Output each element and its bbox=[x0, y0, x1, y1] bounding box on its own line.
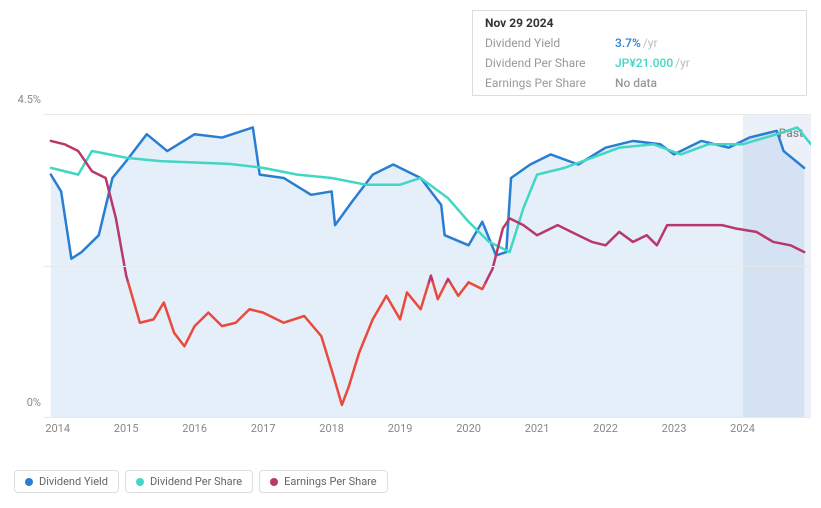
x-axis-label: 2015 bbox=[114, 422, 139, 435]
gridline bbox=[44, 114, 811, 115]
tooltip-metric-value: JP¥21.000 bbox=[615, 56, 673, 70]
tooltip-panel: Nov 29 2024 Dividend Yield3.7%/yrDividen… bbox=[472, 10, 807, 96]
tooltip-row: Dividend Per ShareJP¥21.000/yr bbox=[473, 53, 806, 73]
y-axis-label: 0% bbox=[11, 396, 41, 409]
x-axis-label: 2024 bbox=[730, 422, 755, 435]
tooltip-date: Nov 29 2024 bbox=[485, 16, 554, 30]
legend-label: Dividend Per Share bbox=[150, 475, 242, 488]
x-axis-label: 2023 bbox=[662, 422, 687, 435]
x-axis-label: 2019 bbox=[388, 422, 413, 435]
tooltip-row: Earnings Per ShareNo data bbox=[473, 73, 806, 93]
tooltip-metric-value: No data bbox=[615, 76, 657, 90]
y-axis-label: 4.5% bbox=[11, 93, 41, 106]
legend-dot-icon bbox=[270, 478, 278, 486]
x-axis-label: 2018 bbox=[319, 422, 344, 435]
legend-item[interactable]: Dividend Yield bbox=[14, 470, 119, 493]
tooltip-metric-label: Dividend Yield bbox=[485, 36, 615, 50]
tooltip-metric-value: 3.7% bbox=[615, 36, 641, 50]
tooltip-row: Dividend Yield3.7%/yr bbox=[473, 33, 806, 53]
tooltip-metric-label: Earnings Per Share bbox=[485, 76, 615, 90]
legend-label: Dividend Yield bbox=[39, 475, 108, 488]
legend-label: Earnings Per Share bbox=[284, 475, 377, 488]
x-axis-label: 2022 bbox=[593, 422, 618, 435]
chart-legend: Dividend Yield Dividend Per Share Earnings… bbox=[14, 470, 388, 493]
dividend-chart: Past 20142015201620172018201920202021202… bbox=[14, 100, 811, 440]
legend-item[interactable]: Dividend Per Share bbox=[125, 470, 253, 493]
x-axis-label: 2016 bbox=[182, 422, 207, 435]
tooltip-suffix: /yr bbox=[643, 36, 658, 50]
gridline bbox=[44, 417, 811, 418]
x-axis-label: 2014 bbox=[45, 422, 70, 435]
x-axis-label: 2021 bbox=[525, 422, 550, 435]
tooltip-suffix: /yr bbox=[675, 56, 690, 70]
x-axis-label: 2017 bbox=[251, 422, 276, 435]
x-axis-label: 2020 bbox=[456, 422, 481, 435]
legend-item[interactable]: Earnings Per Share bbox=[259, 470, 388, 493]
tooltip-metric-label: Dividend Per Share bbox=[485, 56, 615, 70]
gridline bbox=[44, 266, 811, 267]
legend-dot-icon bbox=[136, 478, 144, 486]
legend-dot-icon bbox=[25, 478, 33, 486]
